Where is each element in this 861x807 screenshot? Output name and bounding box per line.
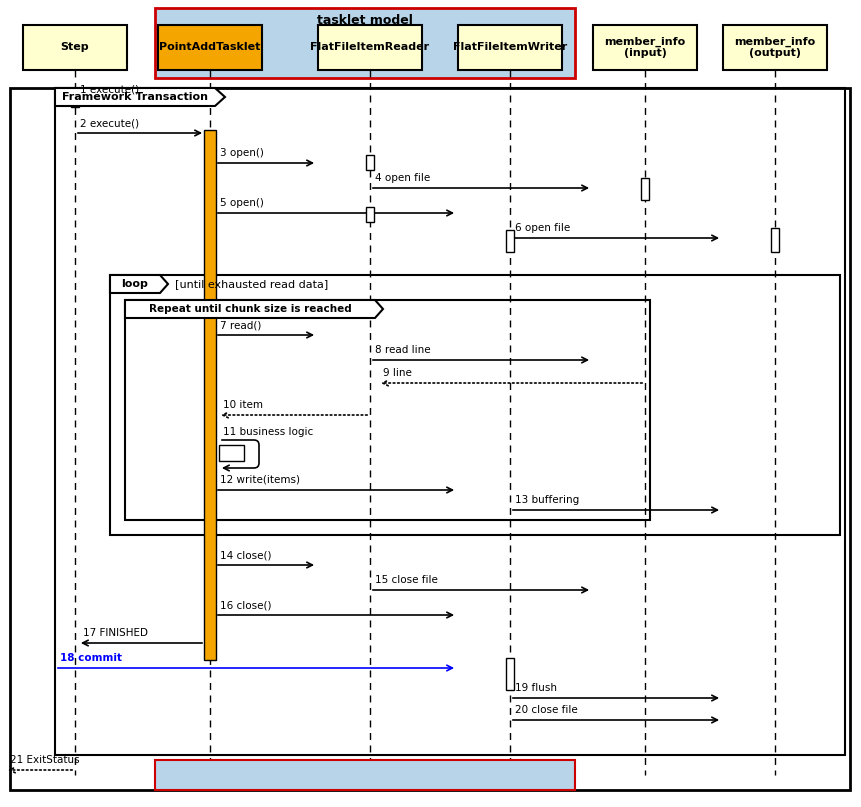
Text: FlatFileItemWriter: FlatFileItemWriter [453, 43, 567, 52]
Text: member_info
(output): member_info (output) [734, 36, 815, 58]
Bar [593, 25, 697, 70]
Text: 11 business logic: 11 business logic [223, 427, 313, 437]
Bar [641, 178, 649, 200]
Text: 17 FINISHED: 17 FINISHED [83, 628, 148, 638]
Text: 5 open(): 5 open() [220, 198, 263, 208]
Bar [506, 230, 514, 252]
Text: 14 close(): 14 close() [220, 550, 271, 560]
Text: FlatFileItemReader: FlatFileItemReader [311, 43, 430, 52]
Bar [10, 88, 850, 790]
Bar [110, 275, 840, 535]
Bar [55, 88, 845, 755]
Bar [366, 155, 374, 170]
Bar [204, 130, 216, 660]
Text: 6 open file: 6 open file [515, 223, 570, 233]
Text: 21 ExitStatus: 21 ExitStatus [10, 755, 79, 765]
Bar [219, 445, 244, 461]
Text: 8 read line: 8 read line [375, 345, 430, 355]
Polygon shape [110, 275, 168, 293]
Text: Step: Step [60, 43, 90, 52]
Text: [until exhausted read data]: [until exhausted read data] [175, 279, 328, 289]
Bar [23, 25, 127, 70]
Bar [458, 25, 562, 70]
Text: 18 commit: 18 commit [60, 653, 122, 663]
Text: 7 read(): 7 read() [220, 320, 262, 330]
Text: 12 write(items): 12 write(items) [220, 475, 300, 485]
Text: 16 close(): 16 close() [220, 600, 271, 610]
Bar [366, 207, 374, 222]
Bar [125, 300, 650, 520]
Text: 2 execute(): 2 execute() [80, 118, 139, 128]
Polygon shape [125, 300, 383, 318]
Text: 4 open file: 4 open file [375, 173, 430, 183]
Text: 3 open(): 3 open() [220, 148, 263, 158]
Text: 19 flush: 19 flush [515, 683, 557, 693]
Text: PointAddTasklet: PointAddTasklet [159, 43, 261, 52]
Text: 13 buffering: 13 buffering [515, 495, 579, 505]
Bar [155, 760, 575, 790]
Text: Repeat until chunk size is reached: Repeat until chunk size is reached [149, 304, 351, 314]
Bar [155, 8, 575, 78]
Text: member_info
(input): member_info (input) [604, 36, 685, 58]
Bar [506, 658, 514, 690]
Bar [71, 92, 79, 107]
Text: 15 close file: 15 close file [375, 575, 438, 585]
Bar [723, 25, 827, 70]
Bar [318, 25, 422, 70]
Bar [771, 228, 779, 252]
Text: loop: loop [121, 279, 148, 289]
Text: 1 execute(): 1 execute() [80, 85, 139, 95]
Text: Framework Transaction: Framework Transaction [62, 92, 208, 102]
Text: 20 close file: 20 close file [515, 705, 578, 715]
Text: tasklet model: tasklet model [317, 14, 413, 27]
Text: 10 item: 10 item [223, 400, 263, 410]
Polygon shape [55, 88, 225, 106]
Bar [158, 25, 262, 70]
Text: 9 line: 9 line [383, 368, 412, 378]
